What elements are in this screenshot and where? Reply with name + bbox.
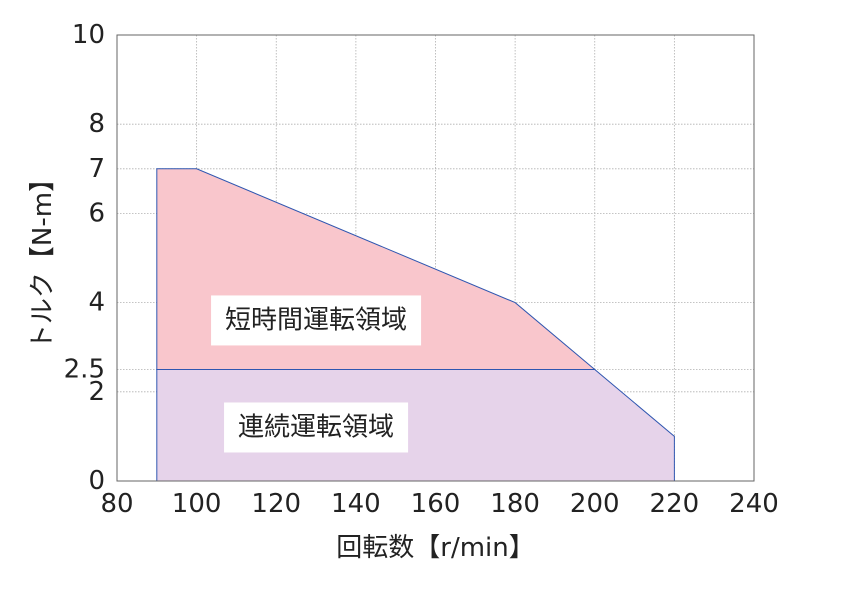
short-time-region-label: 短時間運転領域 — [225, 305, 407, 335]
continuous-region-label-group: 連続運転領域 — [224, 402, 409, 453]
x-tick-label-100: 100 — [172, 489, 222, 519]
plot-frame — [116, 34, 755, 482]
y-tick-label-0: 0 — [88, 466, 105, 496]
y-tick-label-6: 6 — [88, 198, 105, 228]
x-tick-label-160: 160 — [411, 489, 461, 519]
short-time-region-label-group: 短時間運転領域 — [211, 295, 422, 346]
x-axis-ticks: 80 100 120 140 160 180 200 220 240 — [100, 489, 778, 519]
continuous-region-label-box — [224, 402, 409, 453]
x-tick-label-220: 220 — [650, 489, 700, 519]
x-tick-label-240: 240 — [729, 489, 779, 519]
y-tick-label-7: 7 — [88, 154, 105, 184]
y-tick-label-8: 8 — [88, 109, 105, 139]
x-tick-label-80: 80 — [100, 489, 133, 519]
y-tick-label-4: 4 — [88, 288, 105, 318]
y-tick-label-10: 10 — [72, 20, 105, 50]
y-axis-title: トルク【N-m】 — [28, 166, 58, 350]
y-tick-label-2: 2 — [88, 377, 105, 407]
y-axis-ticks: 0 22.5 4 6 7 8 10 — [64, 20, 105, 496]
x-tick-label-120: 120 — [251, 489, 301, 519]
y-tick-label-2-5: 2.5 — [64, 355, 105, 385]
continuous-region-label: 連続運転領域 — [238, 412, 394, 442]
x-axis-title: 回転数【r/min】 — [336, 533, 534, 563]
short-time-region-label-box — [211, 295, 422, 346]
x-tick-label-140: 140 — [331, 489, 381, 519]
x-tick-label-200: 200 — [570, 489, 620, 519]
x-tick-label-180: 180 — [490, 489, 540, 519]
